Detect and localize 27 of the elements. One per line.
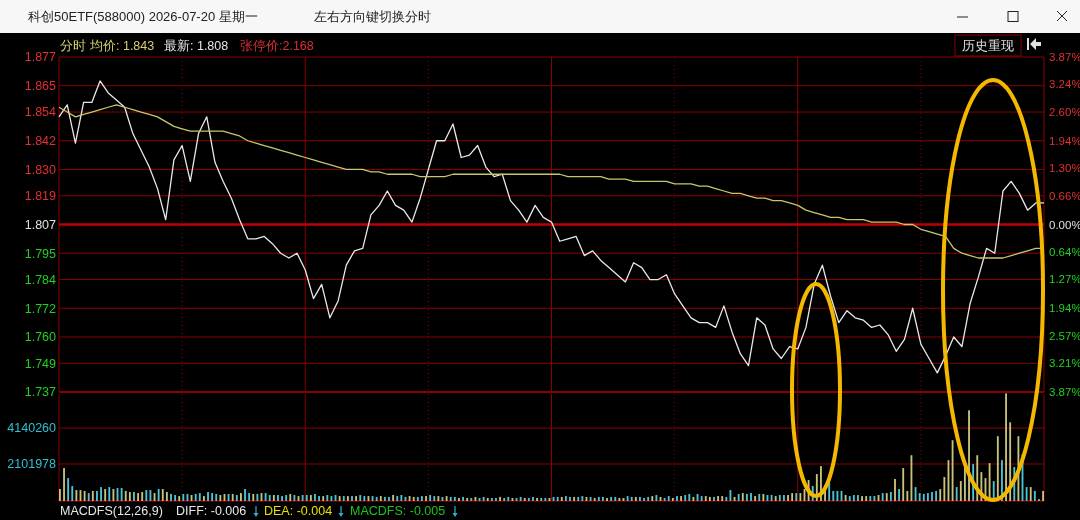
chart-title: 科创50ETF(588000) 2026-07-20 星期一 xyxy=(28,9,258,24)
text: 分时 xyxy=(60,39,86,53)
y-tick-label: 1.737 xyxy=(24,385,57,400)
text: 历史重现 xyxy=(962,39,1014,53)
y-tick-label: 1.760 xyxy=(24,330,57,345)
y-tick-label: 1.795 xyxy=(24,246,57,261)
y-tick-label: 1.784 xyxy=(24,272,57,287)
text: DIFF: -0.006 xyxy=(176,504,247,518)
text: MACDFS(12,26,9) xyxy=(60,504,163,518)
y-tick-label: 1.854 xyxy=(24,105,57,120)
text: 张停价:2.168 xyxy=(240,39,314,53)
text: 最新: 1.808 xyxy=(164,39,229,53)
line-series xyxy=(58,80,1045,374)
y-tick-label: 1.877 xyxy=(24,50,57,65)
y-tick-label: 1.830 xyxy=(24,162,57,177)
text: DEA: -0.004 xyxy=(264,504,333,518)
y-tick-label: 2101978 xyxy=(7,457,57,472)
y-tick-label: 1.865 xyxy=(24,79,57,94)
text: 均价: 1.843 xyxy=(89,39,155,53)
chart-subtitle: 左右方向键切换分时 xyxy=(314,9,431,24)
y-tick-label: 1.842 xyxy=(24,134,57,149)
y-tick-label: 4140260 xyxy=(7,421,57,436)
y-tick-label: 1.819 xyxy=(24,189,57,204)
text: MACDFS: -0.005 xyxy=(350,504,446,518)
y-tick-label: 1.772 xyxy=(24,301,57,316)
y-tick-label: 1.749 xyxy=(24,356,57,371)
y-tick-label: 1.807 xyxy=(24,217,57,232)
